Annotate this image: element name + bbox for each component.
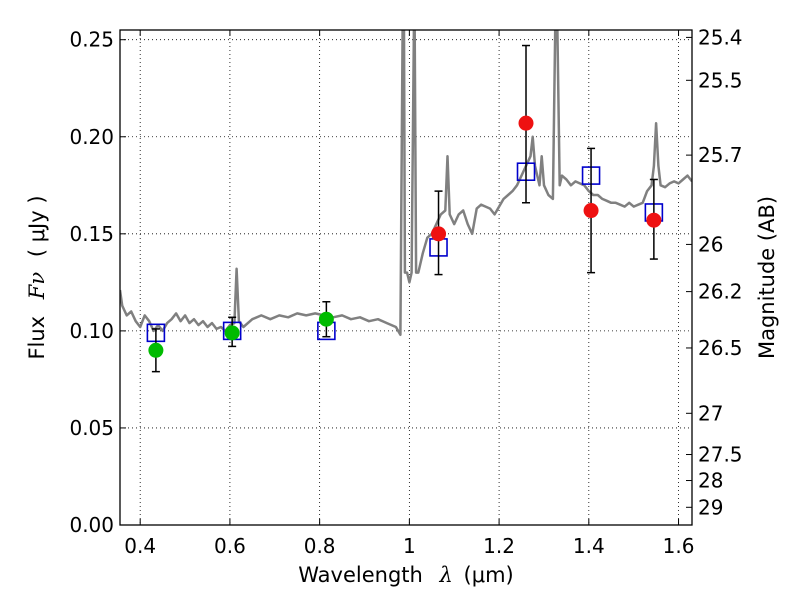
y2-tick-label: 26 <box>698 232 723 256</box>
y2-tick-label: 27.5 <box>698 443 743 467</box>
y-tick-label: 0.15 <box>69 222 114 246</box>
y2-tick-label: 29 <box>698 495 723 519</box>
x-tick-label: 0.6 <box>214 534 246 558</box>
y-axis-label-prefix: Flux <box>25 316 49 360</box>
photometry-point <box>318 311 334 327</box>
y2-tick-label: 25.5 <box>698 68 743 92</box>
photometry-point <box>646 212 662 228</box>
x-tick-label: 1.4 <box>573 534 605 558</box>
plot-area <box>120 30 692 373</box>
y2-tick-label: 25.4 <box>698 25 743 49</box>
y-axis-label-unit: ( μJy ) <box>25 195 49 257</box>
y2-axis-label: Magnitude (AB) <box>755 196 779 359</box>
spectrum-line <box>120 30 692 337</box>
x-tick-label: 1.2 <box>483 534 515 558</box>
x-tick-label: 1.6 <box>663 534 695 558</box>
y2-tick-label: 27 <box>698 401 723 425</box>
photometry-point <box>583 203 599 219</box>
photometry-point <box>148 342 164 358</box>
x-axis-label-symbol: λ <box>439 563 453 587</box>
axis-ticks: 0.4 0.6 0.8 1 1.2 1.4 1.6 0.00 0.05 0.10 0.15 0.20 0… <box>69 25 742 558</box>
photometry-point <box>224 325 240 341</box>
x-tick-label: 0.8 <box>304 534 336 558</box>
photometry-point <box>518 115 534 131</box>
x-tick-label: 0.4 <box>124 534 156 558</box>
y2-tick-label: 26.2 <box>698 280 743 304</box>
y2-tick-label: 25.7 <box>698 143 743 167</box>
y2-tick-label: 28 <box>698 469 723 493</box>
x-axis-label: Wavelength λ (μm) <box>298 563 513 587</box>
grid-lines <box>120 30 692 526</box>
y-axis-label-symbol: Fν <box>25 272 49 301</box>
y-tick-label: 0.10 <box>69 319 114 343</box>
y-tick-label: 0.00 <box>69 513 114 537</box>
y2-tick-label: 26.5 <box>698 336 743 360</box>
x-axis-label-unit: (μm) <box>464 563 514 587</box>
y-axis-label: Flux Fν ( μJy ) <box>25 195 49 359</box>
plot-frame <box>119 29 693 526</box>
photometry-point <box>431 226 447 242</box>
x-axis-label-prefix: Wavelength <box>298 563 423 587</box>
y-tick-label: 0.05 <box>69 416 114 440</box>
y-tick-label: 0.25 <box>69 28 114 52</box>
x-tick-label: 1 <box>403 534 416 558</box>
y-tick-label: 0.20 <box>69 125 114 149</box>
